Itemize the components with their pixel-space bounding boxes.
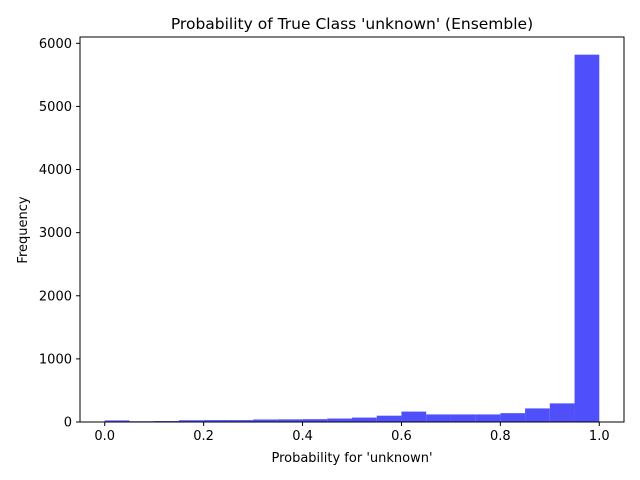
histogram-bar (352, 417, 377, 422)
y-tick-label: 3000 (39, 226, 72, 241)
x-tick-label: 0.0 (94, 429, 115, 444)
x-tick-label: 0.2 (193, 429, 214, 444)
histogram-bar (401, 411, 427, 422)
y-tick-label: 4000 (39, 163, 72, 178)
y-tick-label: 6000 (39, 37, 72, 52)
histogram-bar (277, 419, 303, 422)
histogram-bar (475, 414, 501, 422)
y-axis-label: Frequency (16, 196, 31, 263)
histogram-bar (327, 418, 352, 422)
histogram-bar (228, 420, 254, 422)
histogram-bar (253, 419, 278, 422)
histogram-bar (525, 408, 550, 422)
histogram-bar (376, 415, 402, 422)
x-axis-ticks: 0.0 0.2 0.4 0.6 0.8 1.0 (94, 422, 610, 444)
histogram-bars (104, 54, 600, 423)
y-tick-label: 5000 (39, 100, 72, 115)
histogram-bar (500, 413, 526, 422)
y-tick-label: 1000 (39, 352, 72, 367)
histogram-bar (426, 414, 451, 422)
histogram-bar (178, 420, 204, 422)
y-tick-label: 2000 (39, 289, 72, 304)
plot-frame (79, 36, 625, 423)
chart-title: Probability of True Class 'unknown' (Ens… (171, 15, 533, 33)
histogram-bar (302, 419, 328, 422)
x-tick-label: 0.6 (391, 429, 412, 444)
histogram-bar (549, 403, 575, 422)
y-tick-label: 0 (64, 416, 72, 431)
histogram-bar (104, 420, 130, 422)
y-axis-ticks: 0 1000 2000 3000 4000 5000 6000 (39, 37, 80, 431)
histogram-bar (203, 420, 229, 422)
x-axis-label: Probability for 'unknown' (271, 451, 432, 466)
x-tick-label: 1.0 (589, 429, 610, 444)
x-tick-label: 0.4 (292, 429, 313, 444)
histogram-bar (450, 414, 476, 422)
histogram-bar (574, 54, 600, 423)
x-tick-label: 0.8 (490, 429, 511, 444)
